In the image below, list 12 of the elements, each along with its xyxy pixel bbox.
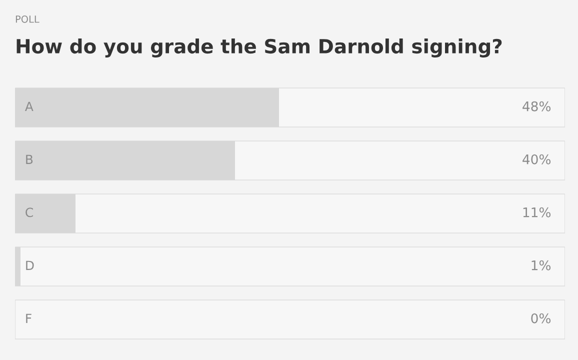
y-tick-label: F <box>26 314 32 323</box>
y-tick-label: C <box>26 208 33 218</box>
data-label: 0% <box>531 313 551 324</box>
data-label: 1% <box>532 260 551 270</box>
data-label: 11% <box>523 207 551 218</box>
y-tick-label: D <box>26 260 34 270</box>
chart-title: How do you grade the Sam Darnold signing? <box>16 38 502 58</box>
data-label: 48% <box>522 101 551 112</box>
y-tick-label: A <box>25 102 34 111</box>
data-label: 40% <box>522 154 551 164</box>
chart-subtitle: POLL <box>16 15 40 23</box>
y-tick-label: B <box>26 154 33 164</box>
